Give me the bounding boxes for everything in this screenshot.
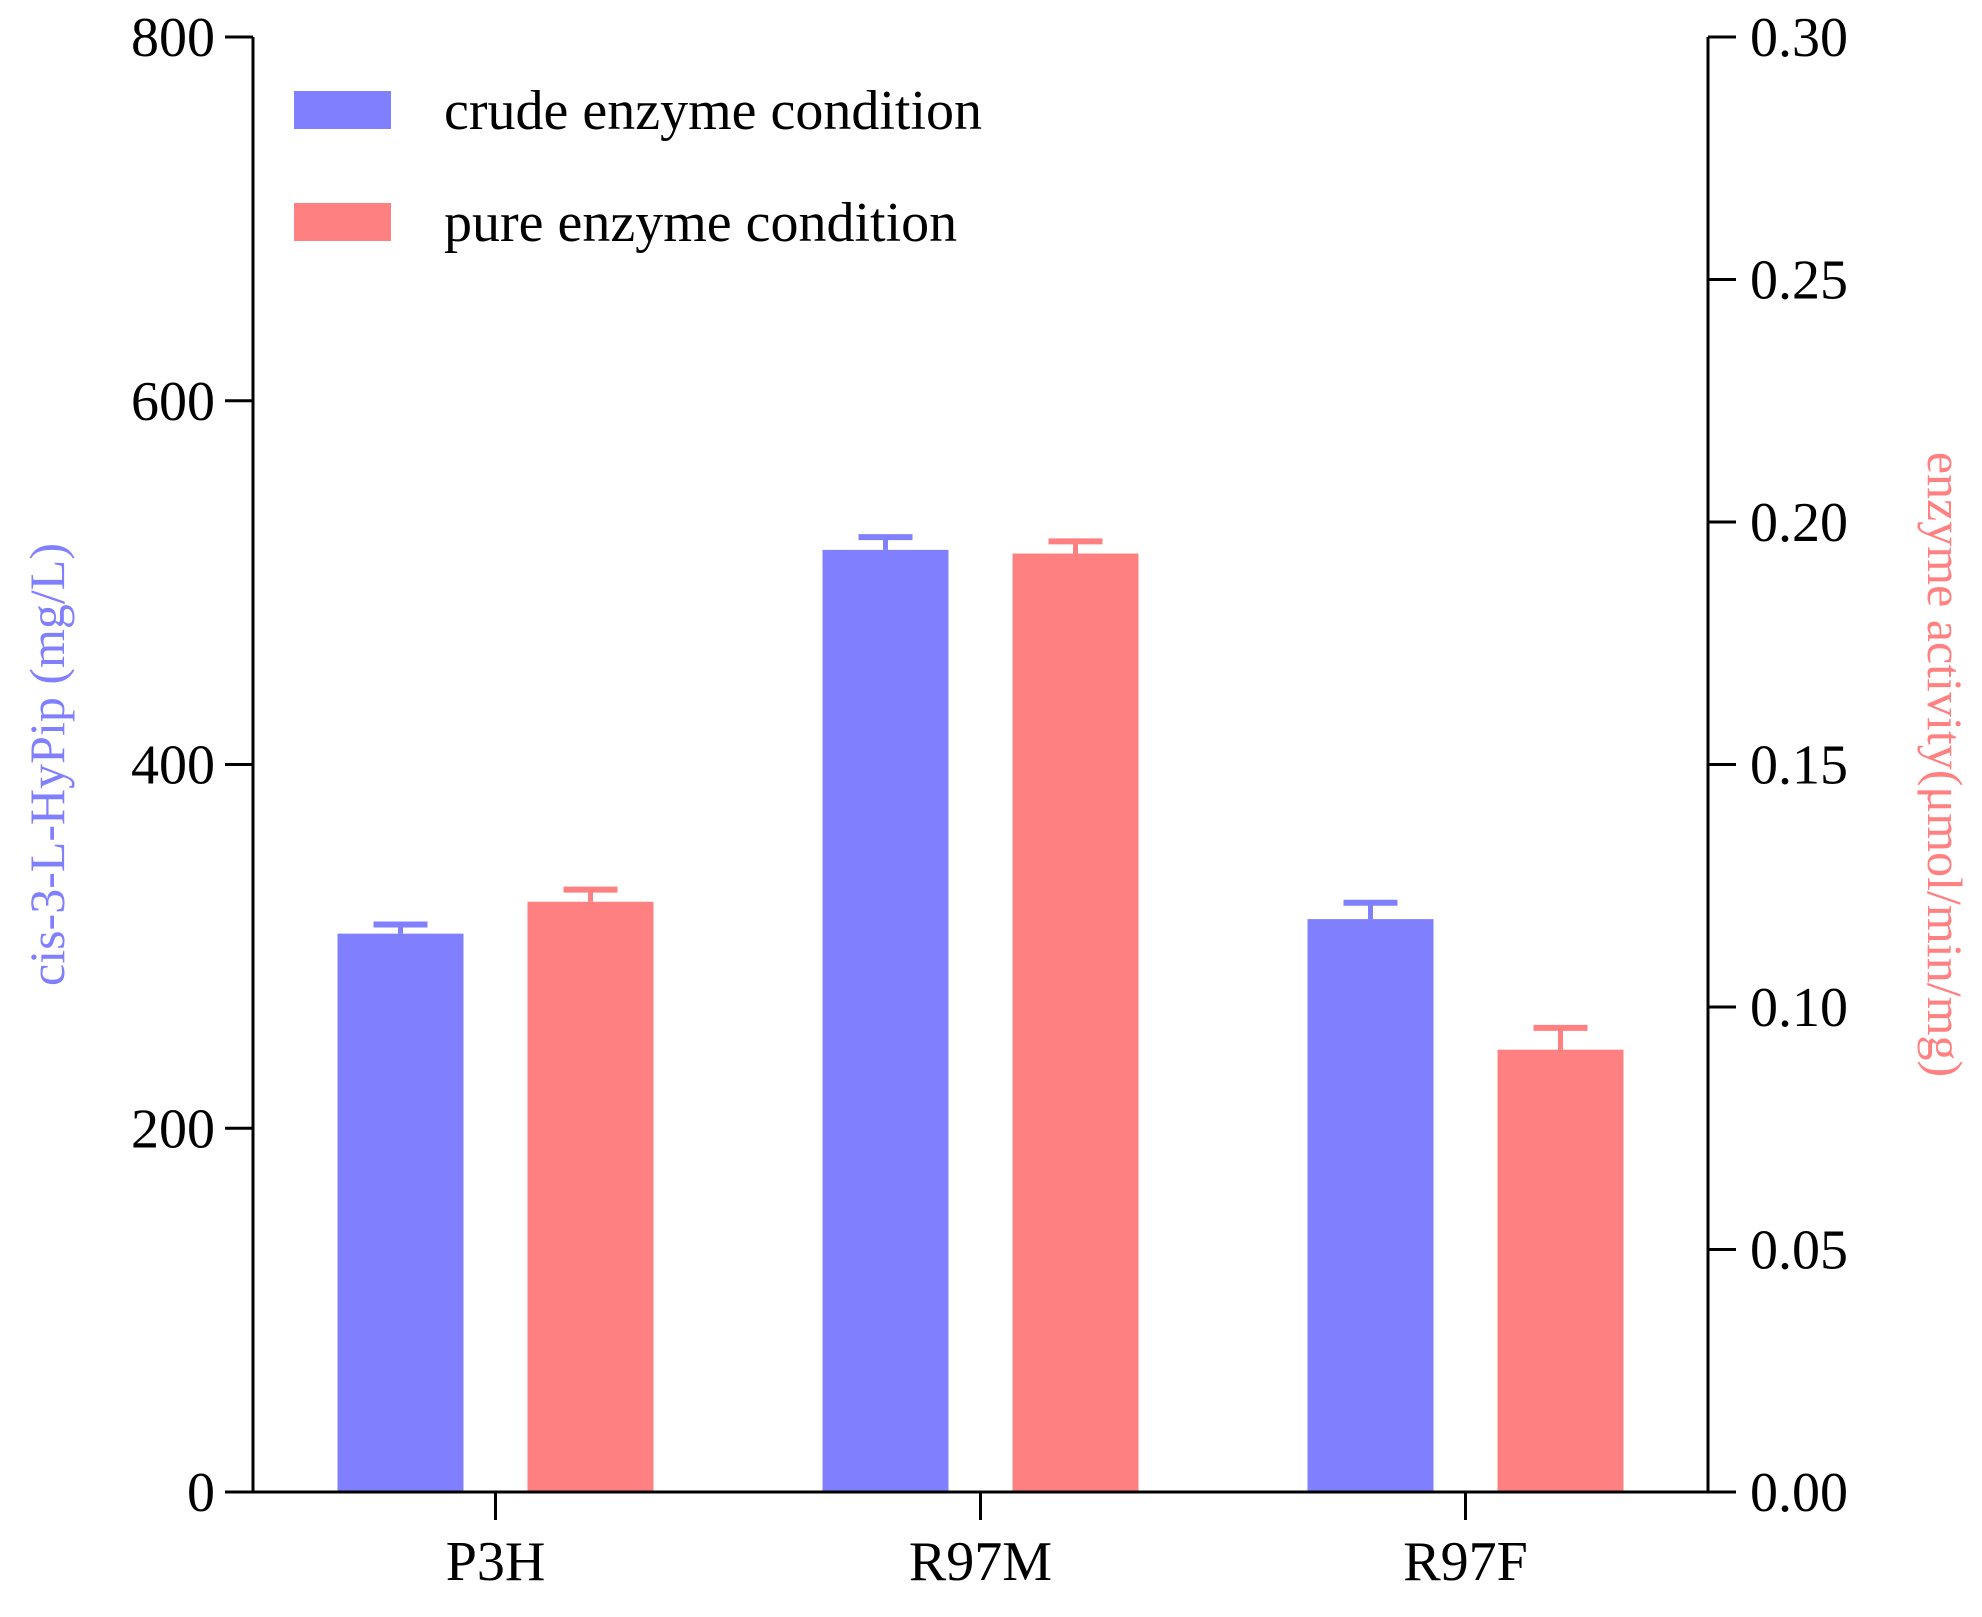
right-y-tick-label: 0.25 [1750,250,1848,312]
bar [822,549,949,1492]
bar [527,901,654,1492]
bar [1012,553,1139,1492]
left-y-tick-label: 400 [131,735,215,797]
error-bars-layer [373,534,1588,1050]
right-y-tick-label: 0.30 [1750,7,1848,69]
legend-swatch [294,203,391,241]
bar [1307,919,1434,1492]
bars-layer [337,549,1624,1492]
left-y-tick-label: 200 [131,1098,215,1160]
left-y-tick-label: 600 [131,371,215,433]
left-y-tick-label: 0 [187,1462,215,1524]
left-y-tick-label: 800 [131,7,215,69]
axes-layer: cis-3-L-HyPip (mg/L) enzyme activity(μmol… [19,37,1973,1494]
bar [1497,1049,1624,1492]
x-tick-label: R97M [909,1531,1052,1593]
legend-swatch [294,91,391,129]
right-y-tick-label: 0.10 [1750,977,1848,1039]
right-y-tick-label: 0.15 [1750,735,1848,797]
right-y-tick-label: 0.05 [1750,1220,1848,1282]
right-y-axis-title: enzyme activity(μmol/min/mg) [1917,452,1973,1077]
left-y-axis-title: cis-3-L-HyPip (mg/L) [19,543,75,986]
legend-label: pure enzyme condition [444,192,957,254]
right-y-tick-label: 0.00 [1750,1462,1848,1524]
bar [337,933,464,1492]
right-y-tick-label: 0.20 [1750,492,1848,554]
x-tick-label: R97F [1403,1531,1528,1593]
x-tick-label: P3H [446,1531,546,1593]
ticks-layer: 0 200 400 600 800 0.00 0.05 0.10 0.15 0.20 0.25 0.3… [131,7,1848,1593]
legend-label: crude enzyme condition [444,80,982,142]
legend: crude enzyme condition pure enzyme condit… [294,80,982,254]
